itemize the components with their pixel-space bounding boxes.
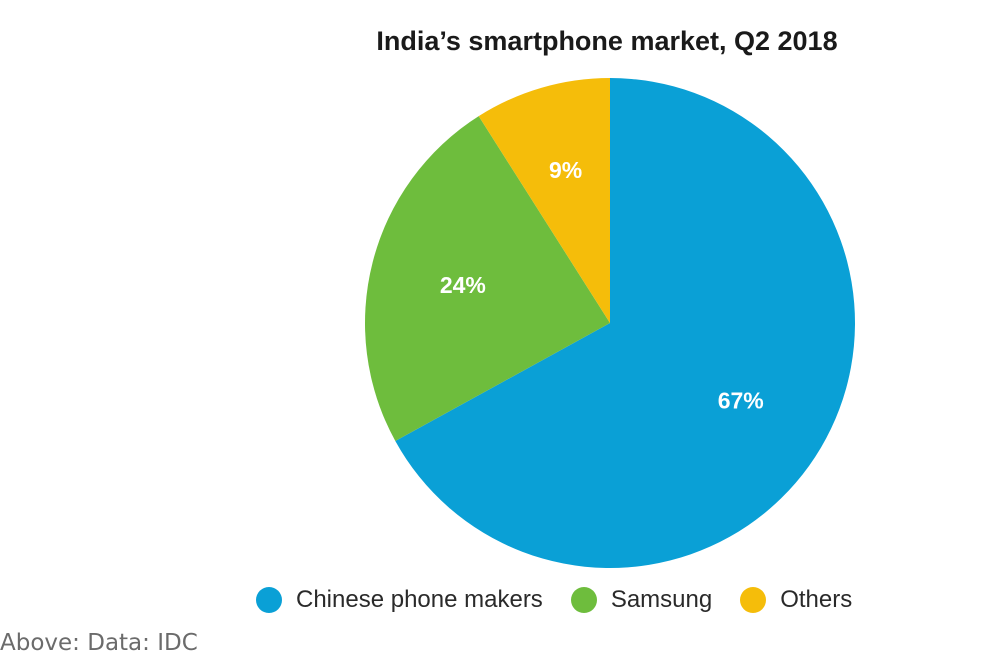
- pie-chart: 67% 24% 9%: [365, 78, 855, 568]
- legend-item-others: Others: [740, 586, 852, 614]
- pie-slice-others: [478, 78, 610, 323]
- legend-item-samsung: Samsung: [570, 586, 713, 614]
- pie-slice-samsung: [365, 116, 610, 442]
- legend: Chinese phone makers Samsung Others: [256, 586, 880, 614]
- legend-label: Others: [780, 586, 853, 613]
- pie-slices: [365, 78, 855, 568]
- legend-swatch: [740, 587, 767, 613]
- legend-item-chinese-phone-makers: Chinese phone makers: [256, 586, 543, 614]
- slice-value-label: 24%: [440, 272, 486, 298]
- legend-swatch: [570, 587, 597, 613]
- legend-label: Samsung: [610, 586, 713, 613]
- pie-slice-chinese-phone-makers: [395, 78, 855, 568]
- legend-swatch: [256, 587, 282, 613]
- slice-value-label: 9%: [549, 157, 582, 183]
- pie-slice-labels: 67% 24% 9%: [440, 157, 764, 413]
- chart-title: India’s smartphone market, Q2 2018: [376, 26, 838, 56]
- image-caption: Above: Data: IDC: [0, 630, 198, 656]
- legend-label: Chinese phone makers: [296, 586, 543, 613]
- slice-value-label: 67%: [718, 387, 764, 413]
